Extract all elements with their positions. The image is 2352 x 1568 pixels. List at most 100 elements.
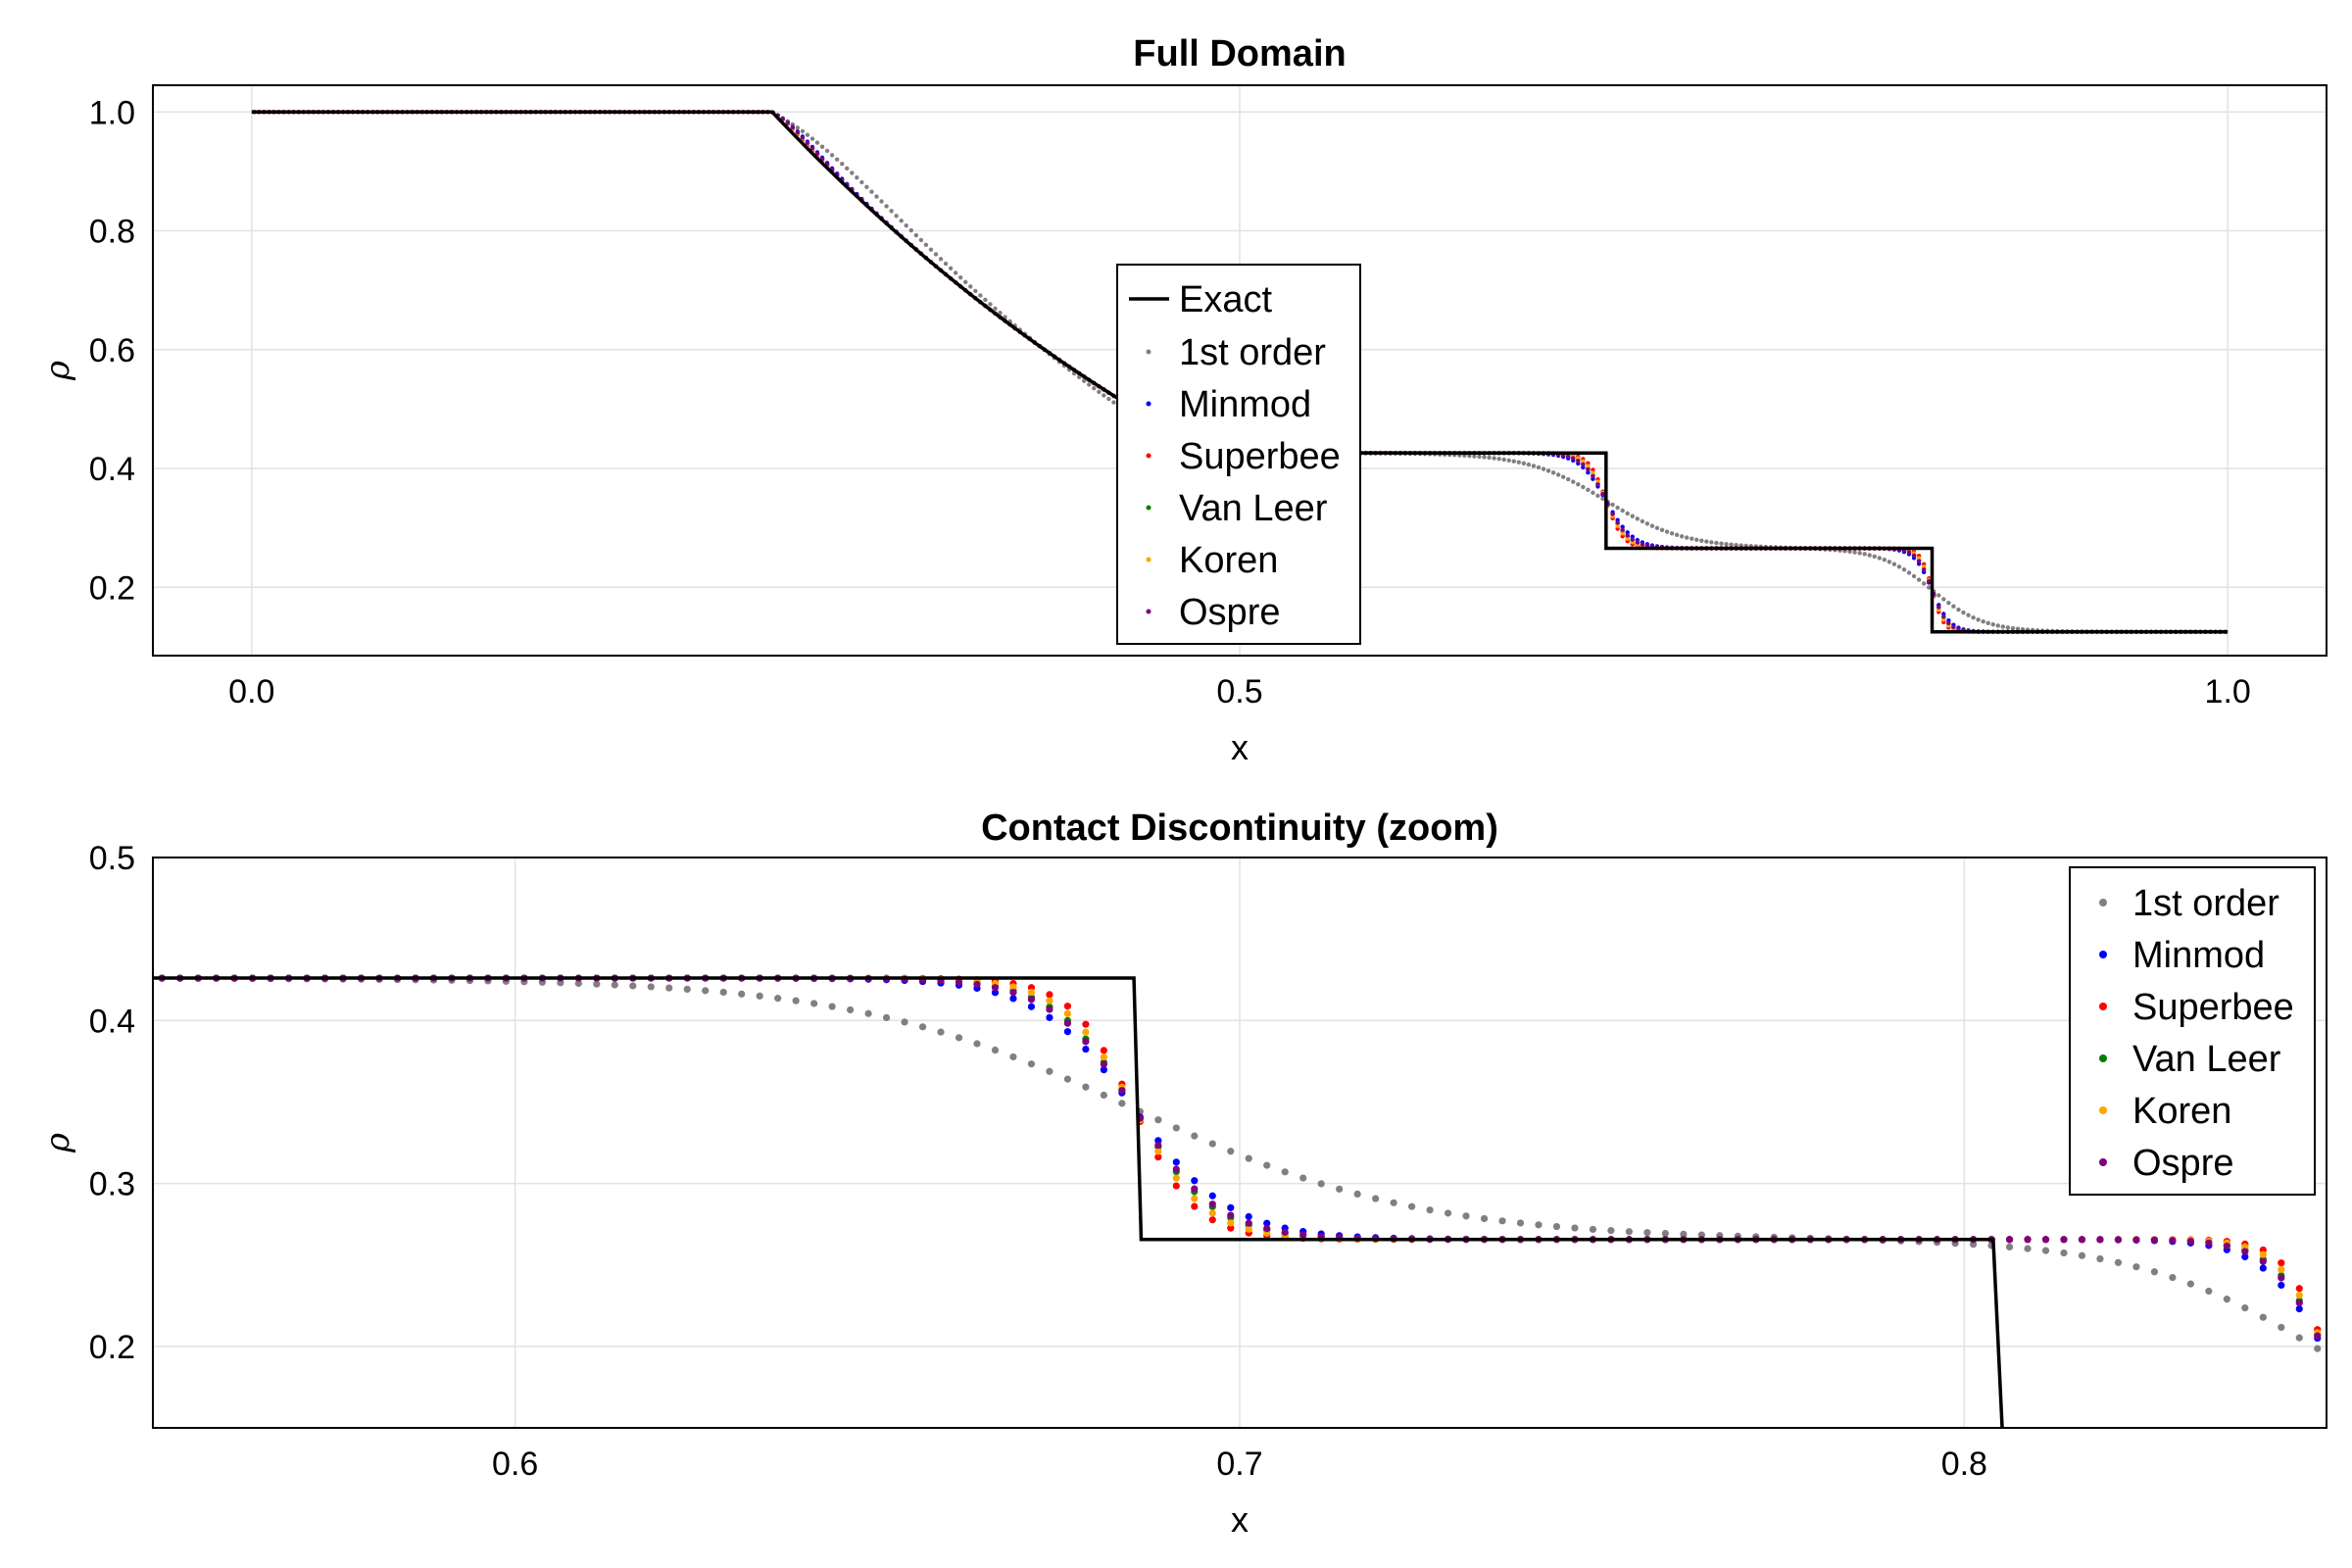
data-point bbox=[2078, 1251, 2086, 1259]
data-point bbox=[1581, 465, 1586, 470]
legend-label-koren: Koren bbox=[1179, 540, 1278, 581]
data-point bbox=[805, 140, 810, 145]
data-point bbox=[1620, 508, 1625, 514]
data-point bbox=[1550, 470, 1556, 475]
contact-zoom-xlabel: x bbox=[1231, 1499, 1249, 1540]
data-point bbox=[1118, 1100, 1126, 1107]
data-point bbox=[1336, 1185, 1344, 1193]
full-domain-ticks: 0.0 0.5 1.0 0.2 0.4 0.6 0.8 1.0 bbox=[89, 94, 2251, 710]
data-point bbox=[1901, 567, 1907, 572]
data-point bbox=[1607, 1227, 1615, 1235]
contact-zoom-ytick-label: 0.2 bbox=[89, 1329, 135, 1366]
data-point bbox=[2005, 1243, 2014, 1251]
data-point bbox=[1941, 614, 1946, 619]
data-point bbox=[1263, 1225, 1271, 1233]
data-point bbox=[2241, 1252, 2249, 1261]
data-point bbox=[1111, 400, 1116, 405]
data-point bbox=[800, 135, 806, 140]
zoom-legend-label-van-leer: Van Leer bbox=[2132, 1039, 2281, 1080]
data-point bbox=[1659, 527, 1665, 532]
data-point bbox=[829, 153, 835, 158]
data-point bbox=[2314, 1345, 2322, 1352]
data-point bbox=[756, 992, 763, 1000]
data-point bbox=[1516, 460, 1522, 465]
data-point bbox=[1591, 470, 1595, 475]
data-point bbox=[683, 985, 691, 993]
data-point bbox=[1995, 623, 2000, 628]
data-point bbox=[828, 1003, 836, 1010]
data-point bbox=[1620, 524, 1625, 529]
data-point bbox=[1087, 382, 1092, 387]
data-point bbox=[1009, 989, 1017, 997]
data-point bbox=[859, 179, 864, 185]
full-domain-xtick-label: 0.5 bbox=[1216, 673, 1262, 710]
data-point bbox=[1227, 1224, 1235, 1232]
data-point bbox=[2205, 1239, 2213, 1247]
data-point bbox=[2259, 1250, 2267, 1258]
legend-label-exact: Exact bbox=[1179, 279, 1272, 320]
data-point bbox=[1699, 538, 1704, 543]
data-point bbox=[2150, 1236, 2159, 1244]
data-point bbox=[2295, 1291, 2303, 1299]
data-point bbox=[1531, 464, 1537, 468]
zoom-legend-swatch-van-leer bbox=[2099, 1054, 2107, 1062]
data-point bbox=[1566, 454, 1571, 460]
data-point bbox=[1916, 556, 1922, 561]
data-point bbox=[2024, 1236, 2032, 1244]
data-point bbox=[1482, 455, 1487, 460]
data-point bbox=[1317, 1180, 1325, 1188]
contact-zoom-xtick-label: 0.8 bbox=[1941, 1446, 1987, 1483]
data-point bbox=[2259, 1313, 2267, 1321]
contact-zoom-series-exact bbox=[153, 976, 2004, 1428]
data-point bbox=[1581, 484, 1586, 490]
data-point bbox=[904, 222, 908, 228]
data-point bbox=[1263, 1219, 1271, 1227]
data-point bbox=[1208, 1192, 1216, 1200]
data-point bbox=[702, 987, 710, 995]
legend-swatch-koren bbox=[1146, 557, 1152, 563]
data-point bbox=[1501, 457, 1506, 463]
data-point bbox=[1227, 1211, 1235, 1219]
full-domain-ytick-label: 0.4 bbox=[89, 451, 135, 488]
data-point bbox=[1487, 455, 1492, 461]
data-point bbox=[2169, 1237, 2177, 1245]
data-point bbox=[1615, 505, 1620, 511]
full-domain-legend: Exact 1st order Minmod Superbee Van Leer… bbox=[1116, 264, 1361, 645]
data-point bbox=[1208, 1140, 1216, 1148]
data-point bbox=[918, 237, 924, 243]
data-point bbox=[819, 144, 825, 149]
data-point bbox=[1172, 1158, 1180, 1166]
data-point bbox=[1872, 554, 1877, 560]
data-point bbox=[1477, 454, 1482, 460]
data-point bbox=[1694, 537, 1699, 542]
contact-zoom-title: Contact Discontinuity (zoom) bbox=[981, 808, 1498, 849]
data-point bbox=[2295, 1285, 2303, 1293]
data-point bbox=[1227, 1203, 1235, 1211]
data-point bbox=[894, 214, 899, 219]
data-point bbox=[1685, 535, 1690, 540]
data-point bbox=[1496, 456, 1501, 462]
data-point bbox=[1545, 468, 1551, 473]
data-point bbox=[1536, 465, 1542, 470]
data-point bbox=[2132, 1263, 2140, 1271]
zoom-legend-swatch-1st-order bbox=[2099, 899, 2107, 906]
data-point bbox=[2000, 624, 2006, 629]
data-point bbox=[1956, 607, 1961, 612]
data-point bbox=[953, 270, 958, 275]
data-point bbox=[1046, 997, 1054, 1004]
data-point bbox=[1921, 581, 1927, 586]
legend-swatch-minmod bbox=[1146, 401, 1152, 407]
data-point bbox=[1154, 1141, 1162, 1150]
data-point bbox=[1154, 1116, 1162, 1124]
data-point bbox=[665, 984, 673, 992]
data-point bbox=[1281, 1228, 1289, 1237]
data-point bbox=[1106, 396, 1111, 402]
data-point bbox=[1734, 542, 1739, 548]
legend-swatch-van-leer bbox=[1146, 505, 1152, 511]
data-point bbox=[2169, 1273, 2177, 1282]
data-point bbox=[1191, 1185, 1199, 1193]
data-point bbox=[968, 284, 973, 289]
data-point bbox=[1118, 1087, 1126, 1095]
zoom-legend-swatch-koren bbox=[2099, 1106, 2107, 1114]
full-domain-frame bbox=[152, 84, 2328, 657]
